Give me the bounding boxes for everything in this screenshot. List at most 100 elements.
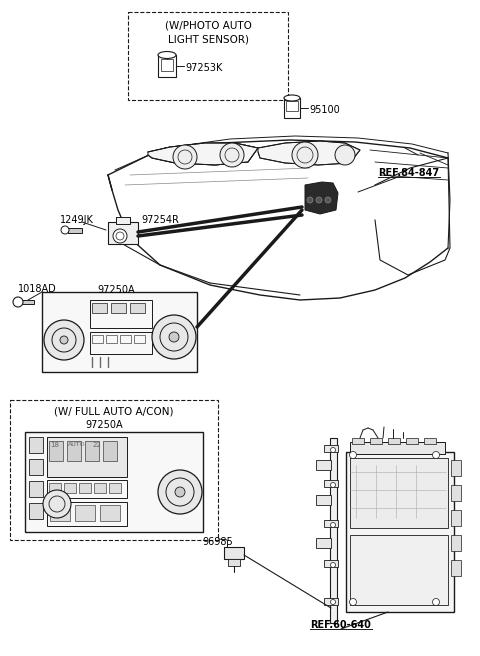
Text: 22: 22 [93,442,102,448]
Polygon shape [148,143,258,165]
Circle shape [169,332,179,342]
Text: 97250A: 97250A [97,285,134,295]
Bar [451,535,461,551]
Bar [103,441,117,461]
Bar [29,459,43,475]
Circle shape [307,197,313,203]
Bar [106,335,117,343]
Bar [92,303,107,313]
Ellipse shape [158,52,176,58]
Bar [350,442,445,454]
Bar [10,400,218,540]
Bar [128,12,288,100]
Circle shape [60,336,68,344]
Circle shape [61,226,69,234]
Bar [47,437,127,477]
Bar [388,438,400,444]
Bar [324,598,338,605]
Bar [49,441,63,461]
Circle shape [113,229,127,243]
Bar [324,520,338,527]
Bar [346,452,454,612]
Circle shape [432,451,440,459]
Bar [92,335,103,343]
Bar [47,502,127,526]
Bar [316,538,331,548]
Circle shape [349,598,357,605]
Bar [284,98,300,118]
Text: REF.84-847: REF.84-847 [378,168,439,178]
Text: 18: 18 [50,442,59,448]
Bar [324,560,338,567]
Bar [406,438,418,444]
Text: 97254R: 97254R [141,215,179,225]
Bar [286,101,298,111]
Bar [158,55,176,77]
Bar [75,505,95,521]
Circle shape [325,197,331,203]
Bar [90,300,152,328]
Circle shape [316,197,322,203]
Bar [64,483,76,493]
Circle shape [331,562,336,567]
Bar [120,335,131,343]
Circle shape [349,451,357,459]
Bar [134,335,145,343]
Circle shape [158,470,202,514]
Polygon shape [305,182,338,214]
Text: 95100: 95100 [309,105,340,115]
Bar [109,483,121,493]
Text: (W/PHOTO AUTO: (W/PHOTO AUTO [165,20,252,30]
Bar [451,560,461,576]
Circle shape [175,487,185,497]
Bar [130,303,145,313]
Text: 1249JK: 1249JK [60,215,94,225]
Text: 97250A: 97250A [85,420,123,430]
Text: 97253K: 97253K [185,63,222,73]
Text: REF.60-640: REF.60-640 [310,620,371,630]
Bar [42,292,197,372]
Bar [67,441,81,461]
Text: 96985: 96985 [202,537,233,547]
Bar [29,437,43,453]
Circle shape [44,320,84,360]
Text: 1018AD: 1018AD [18,284,57,294]
Text: (W/ FULL AUTO A/CON): (W/ FULL AUTO A/CON) [54,406,174,416]
Text: AUTO: AUTO [68,442,85,447]
Bar [324,480,338,487]
Circle shape [220,143,244,167]
Circle shape [43,490,71,518]
Bar [350,535,448,605]
Circle shape [335,145,355,165]
Bar [370,438,382,444]
Bar [424,438,436,444]
Circle shape [331,447,336,453]
Circle shape [292,142,318,168]
Bar [90,332,152,354]
Circle shape [331,600,336,604]
Bar [228,559,240,566]
Bar [79,483,91,493]
Bar [451,460,461,476]
Circle shape [152,315,196,359]
Bar [108,222,138,244]
Bar [350,458,448,528]
Bar [116,217,130,224]
Bar [25,432,203,532]
Bar [316,460,331,470]
Circle shape [173,145,197,169]
Circle shape [432,598,440,605]
Bar [49,483,61,493]
Bar [451,485,461,501]
Bar [330,438,337,623]
Bar [451,510,461,526]
Polygon shape [258,141,360,165]
Bar [22,300,34,304]
Bar [85,441,99,461]
Bar [94,483,106,493]
Bar [352,438,364,444]
Circle shape [331,522,336,527]
Circle shape [331,483,336,487]
Bar [224,547,244,559]
Bar [316,495,331,505]
